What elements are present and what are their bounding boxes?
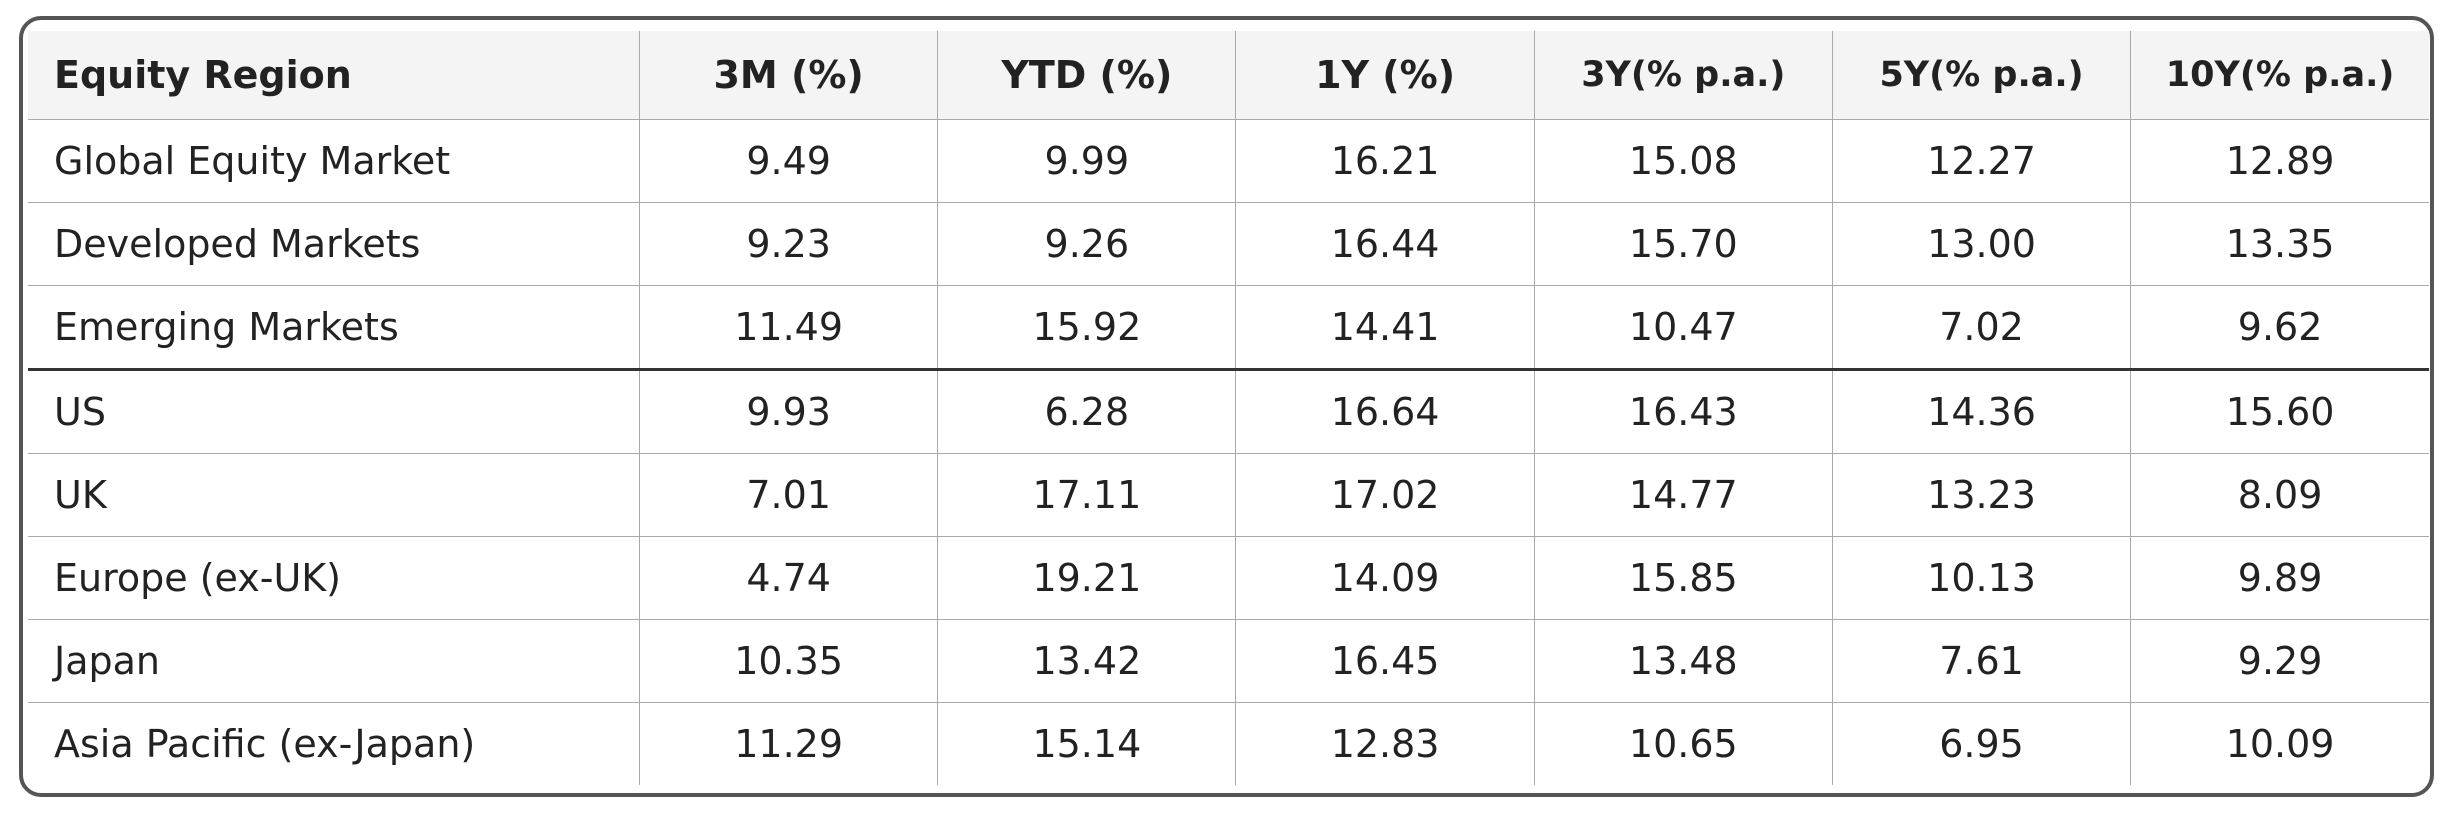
value-cell: 6.28 [937,369,1236,454]
value-cell: 12.83 [1235,702,1535,785]
table-row: Emerging Markets 11.49 15.92 14.41 10.47 7.02… [28,285,2429,371]
value-cell: 11.49 [638,285,938,371]
value-cell: 10.35 [638,619,938,703]
value-cell: 16.44 [1235,202,1535,286]
table-header: Equity Region 3M (%) YTD (%) 1Y (%) 3Y(% p.a… [28,31,2429,120]
value-cell: 13.42 [937,619,1236,703]
value-cell: 13.23 [1831,453,2131,537]
header-row: Equity Region 3M (%) YTD (%) 1Y (%) 3Y(% p.a… [28,31,2429,120]
value-cell: 7.02 [1831,285,2131,371]
value-cell: 16.64 [1235,369,1535,454]
value-cell: 10.09 [2130,702,2429,785]
region-cell: Europe (ex-UK) [28,536,640,620]
value-cell: 9.99 [937,119,1236,203]
value-cell: 13.00 [1831,202,2131,286]
value-cell: 7.61 [1831,619,2131,703]
value-cell: 14.09 [1235,536,1535,620]
value-cell: 6.95 [1831,702,2131,785]
value-cell: 16.43 [1533,369,1833,454]
header-cell: 5Y(% p.a.) [1831,31,2131,120]
value-cell: 14.41 [1235,285,1535,371]
header-cell: 10Y(% p.a.) [2130,31,2429,120]
value-cell: 9.23 [638,202,938,286]
returns-table: Equity Region 3M (%) YTD (%) 1Y (%) 3Y(% p.a… [28,31,2429,785]
value-cell: 14.77 [1533,453,1833,537]
value-cell: 10.13 [1831,536,2131,620]
region-cell: UK [28,453,640,537]
value-cell: 15.92 [937,285,1236,371]
value-cell: 9.26 [937,202,1236,286]
region-cell: Emerging Markets [28,285,640,371]
value-cell: 9.62 [2130,285,2429,371]
value-cell: 15.60 [2130,369,2429,454]
table-row: Europe (ex-UK) 4.74 19.21 14.09 15.85 10.13 9.… [28,536,2429,620]
value-cell: 9.89 [2130,536,2429,620]
value-cell: 9.49 [638,119,938,203]
value-cell: 11.29 [638,702,938,785]
value-cell: 12.27 [1831,119,2131,203]
region-cell: US [28,369,640,454]
value-cell: 15.70 [1533,202,1833,286]
value-cell: 16.45 [1235,619,1535,703]
value-cell: 13.48 [1533,619,1833,703]
value-cell: 17.11 [937,453,1236,537]
table-row: UK 7.01 17.11 17.02 14.77 13.23 8.09 [28,453,2429,537]
value-cell: 12.89 [2130,119,2429,203]
table-row: Japan 10.35 13.42 16.45 13.48 7.61 9.29 [28,619,2429,703]
value-cell: 15.08 [1533,119,1833,203]
header-cell: Equity Region [28,31,640,120]
header-cell: 3Y(% p.a.) [1533,31,1833,120]
table-frame [19,16,2434,797]
table-row: Asia Pacific (ex-Japan) 11.29 15.14 12.83 10… [28,702,2429,785]
table-row: Global Equity Market 9.49 9.99 16.21 15.08 12… [28,119,2429,203]
value-cell: 19.21 [937,536,1236,620]
table-row: Developed Markets 9.23 9.26 16.44 15.70 13.00… [28,202,2429,286]
value-cell: 10.47 [1533,285,1833,371]
region-cell: Global Equity Market [28,119,640,203]
value-cell: 7.01 [638,453,938,537]
region-cell: Asia Pacific (ex-Japan) [54,722,476,766]
value-cell: 17.02 [1235,453,1535,537]
value-cell: 8.09 [2130,453,2429,537]
value-cell: 15.85 [1533,536,1833,620]
value-cell: 4.74 [638,536,938,620]
value-cell: 9.29 [2130,619,2429,703]
table-body: Global Equity Market 9.49 9.99 16.21 15.08 12… [28,119,2429,785]
value-cell: 16.21 [1235,119,1535,203]
value-cell: 13.35 [2130,202,2429,286]
region-cell: Developed Markets [28,202,640,286]
header-cell: 3M (%) [638,31,938,120]
value-cell: 15.14 [937,702,1236,785]
header-cell: 1Y (%) [1235,31,1535,120]
region-cell: Japan [28,619,640,703]
value-cell: 10.65 [1533,702,1833,785]
header-cell: YTD (%) [937,31,1236,120]
value-cell: 9.93 [638,369,938,454]
value-cell: 14.36 [1831,369,2131,454]
table-row: US 9.93 6.28 16.64 16.43 14.36 15.60 [28,369,2429,454]
